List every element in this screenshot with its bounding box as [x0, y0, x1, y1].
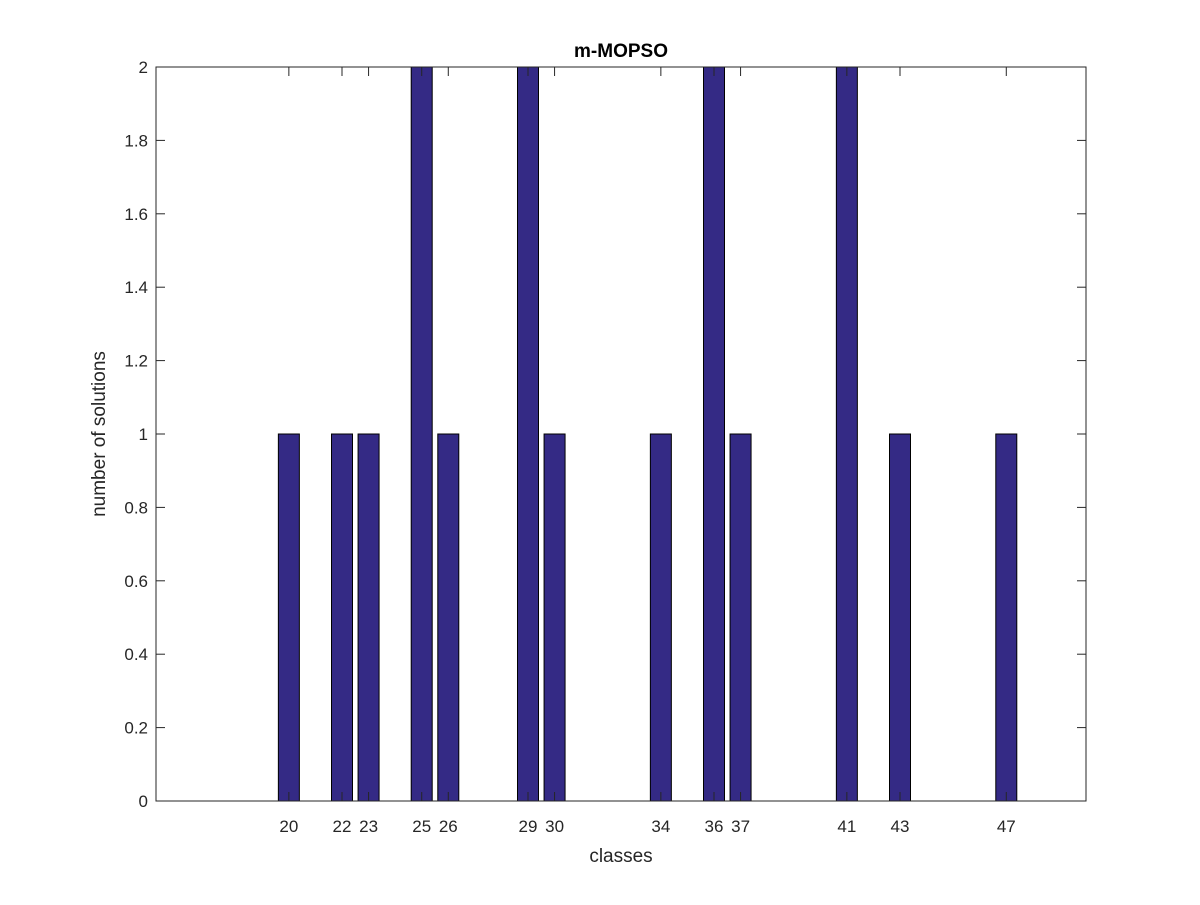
y-tick-label: 0.2	[124, 719, 148, 738]
y-axis-ticks: 0 0.2 0.4 0.6 0.8 1 1.2 1.4 1.6 1.8 2	[124, 58, 1086, 811]
chart-title: m-MOPSO	[574, 41, 668, 62]
bar-43	[889, 433, 911, 802]
y-tick-label: 1	[139, 425, 148, 444]
x-tick-label: 36	[705, 817, 724, 836]
bar-34	[649, 433, 672, 802]
x-tick-label: 20	[279, 817, 298, 836]
x-axis-label: classes	[589, 846, 652, 867]
x-tick-label: 41	[837, 817, 856, 836]
x-tick-label: 25	[412, 817, 431, 836]
bar-20	[277, 433, 300, 802]
x-tick-label: 43	[891, 817, 910, 836]
y-tick-label: 0	[139, 792, 148, 811]
bar-29	[517, 66, 539, 802]
x-tick-label: 37	[731, 817, 750, 836]
y-tick-label: 0.6	[124, 572, 148, 591]
x-tick-label: 29	[519, 817, 538, 836]
bar-23	[357, 433, 380, 802]
y-tick-label: 1.4	[124, 278, 148, 297]
y-tick-label: 1.8	[124, 131, 148, 150]
bar-37	[729, 433, 752, 802]
y-tick-label: 0.4	[124, 645, 148, 664]
y-axis-label: number of solutions	[89, 351, 110, 517]
bar-25	[410, 66, 433, 802]
x-tick-label: 26	[439, 817, 458, 836]
x-tick-label: 23	[359, 817, 378, 836]
bar-41	[835, 66, 858, 802]
bar-47	[995, 433, 1018, 802]
y-tick-label: 0.8	[124, 498, 148, 517]
x-tick-label: 34	[651, 817, 670, 836]
bars	[277, 66, 1018, 802]
x-tick-label: 22	[333, 817, 352, 836]
x-tick-label: 47	[997, 817, 1016, 836]
y-tick-label: 1.2	[124, 352, 148, 371]
y-tick-label: 2	[139, 58, 148, 77]
x-tick-label: 30	[545, 817, 564, 836]
bar-30	[543, 433, 566, 802]
y-tick-label: 1.6	[124, 205, 148, 224]
bar-22	[331, 433, 353, 802]
bar-26	[437, 433, 460, 802]
bar-36	[703, 66, 725, 802]
x-axis-ticks: 20 22 23 25 26 29 30 34 36 37 41 43 47	[279, 67, 1016, 836]
